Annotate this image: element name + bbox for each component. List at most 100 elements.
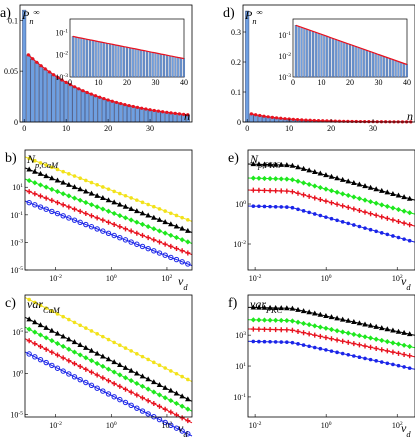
inset-bar [306, 29, 309, 78]
data-point [285, 205, 289, 209]
series [24, 326, 193, 412]
data-point [300, 165, 307, 171]
panel-b: b) 10-2 100 102 101 10-1 10-3 10-5 Np,CaM νd [5, 149, 193, 292]
bar [80, 90, 85, 123]
data-point [77, 342, 83, 348]
data-point [49, 208, 55, 215]
inset-bar [137, 49, 140, 78]
data-point [89, 213, 95, 219]
data-point [168, 387, 174, 393]
data-point [278, 317, 284, 324]
data-point [334, 337, 340, 343]
data-point [111, 394, 117, 400]
data-point [156, 381, 163, 387]
inset-bar [88, 39, 91, 78]
data-point [139, 395, 145, 401]
inset-y-tick-label: 10-1 [55, 28, 68, 37]
data-point [43, 346, 49, 352]
inset-bar [311, 31, 314, 78]
curve-point [186, 113, 190, 117]
inset-bar [157, 53, 160, 78]
data-point [100, 375, 106, 381]
inset-fit-line [295, 24, 408, 66]
data-point [168, 397, 174, 404]
data-point [88, 190, 95, 196]
data-point [43, 335, 49, 341]
data-point [117, 224, 123, 230]
data-point [117, 396, 123, 403]
inset-y-tick-label: 10-3 [55, 73, 68, 82]
data-point [71, 339, 78, 345]
data-point [111, 221, 117, 227]
series [24, 166, 193, 233]
data-point [83, 199, 89, 206]
data-point [157, 207, 162, 211]
data-point [180, 215, 184, 220]
data-point [106, 219, 111, 225]
data-point [185, 250, 191, 256]
data-point [185, 418, 191, 424]
x-tick-label: 102 [392, 274, 403, 283]
data-point [60, 213, 66, 219]
inset-bar [351, 45, 354, 78]
data-point [168, 409, 174, 415]
data-point [306, 167, 312, 173]
data-point [128, 239, 134, 245]
data-point [251, 204, 256, 208]
data-point [111, 381, 117, 387]
data-point [267, 161, 273, 167]
bar [26, 54, 31, 123]
data-point [329, 216, 334, 221]
data-point [71, 195, 78, 201]
data-point [363, 356, 367, 361]
data-point [378, 187, 385, 193]
inset-bar [400, 62, 403, 78]
data-point [384, 215, 390, 221]
inset-bar [320, 34, 323, 78]
data-point [101, 334, 105, 339]
series-line [24, 200, 193, 267]
y-tick-label: 0 [237, 118, 241, 127]
data-point [306, 181, 312, 188]
y-tick-label: 0.3 [231, 28, 241, 37]
data-point [179, 403, 185, 409]
data-point [272, 304, 279, 310]
data-point [317, 170, 324, 176]
data-point [306, 331, 312, 337]
data-point [250, 187, 256, 193]
data-point [340, 191, 346, 197]
data-point [317, 197, 323, 203]
data-point [179, 237, 185, 243]
data-point [261, 187, 267, 193]
axes-frame [19, 4, 193, 123]
data-point [273, 340, 278, 344]
data-point [351, 206, 357, 212]
data-point [156, 250, 163, 256]
x-tick-label: 10-2 [249, 421, 262, 430]
data-point [37, 182, 44, 188]
data-point [289, 305, 296, 311]
series [24, 199, 193, 267]
data-point [27, 156, 31, 161]
data-point [168, 221, 174, 227]
data-point [145, 376, 151, 382]
series [247, 317, 415, 350]
data-point [37, 356, 44, 363]
data-point [71, 184, 78, 190]
data-point [55, 200, 61, 206]
data-point [267, 304, 273, 310]
data-point [169, 369, 173, 373]
inset-bar [366, 50, 369, 78]
data-point [83, 221, 89, 228]
inset-bar [165, 55, 168, 78]
data-point [185, 431, 191, 437]
inset-bar [111, 44, 114, 78]
data-point [83, 188, 89, 194]
inset-x-tick-label: 30 [375, 78, 383, 87]
inset-bar [380, 55, 383, 78]
series [247, 187, 415, 228]
data-point [185, 239, 191, 245]
data-point [117, 234, 123, 241]
series-line [247, 340, 415, 370]
data-point [185, 227, 191, 233]
